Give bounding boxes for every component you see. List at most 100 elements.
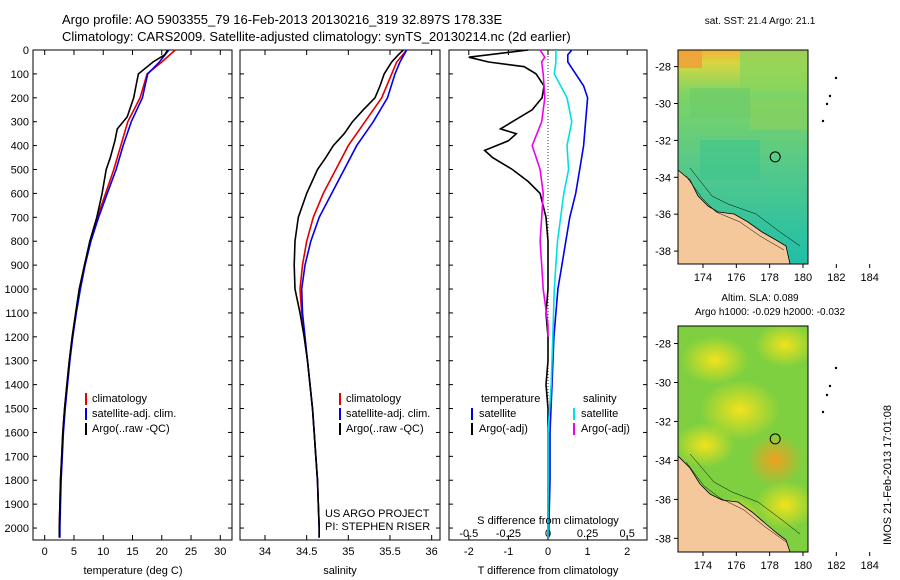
x-tick-label: 5 (71, 546, 77, 558)
depth-tick-label: 200 (11, 93, 29, 105)
sla-map-image (678, 326, 808, 552)
lon-tick-label: 178 (760, 560, 778, 572)
lon-tick-label: 176 (727, 560, 745, 572)
s-difference-axis-label: S difference from climatology (477, 515, 619, 527)
legend-label-argo: Argo(..raw -QC) (346, 423, 424, 435)
salinity-plot: 34 34.5 35 35.5 36 (240, 49, 440, 558)
series-line-satellite-adj-clim- (59, 49, 170, 538)
series-line-temperature-argo-adj- (468, 49, 549, 538)
difference-legend: temperature salinity satellite Argo(-adj… (471, 393, 630, 435)
legend-label-temp-argo: Argo(-adj) (479, 423, 528, 435)
lon-tick-label: 178 (760, 272, 778, 284)
x-tick-label: -2 (464, 546, 474, 558)
credit-pi: PI: STEPHEN RISER (325, 521, 430, 533)
lon-tick-label: 180 (794, 272, 812, 284)
depth-tick-label: 900 (11, 260, 29, 272)
sst-map-image (678, 50, 808, 264)
sla-map-title: Altim. SLA: 0.089 (721, 293, 799, 304)
x-tick-label: 0 (42, 546, 48, 558)
difference-plot: -2 -1 0 1 2-0.5 -0.25 0 0.25 0.5 (449, 49, 647, 558)
lon-tick-label: 182 (827, 560, 845, 572)
legend-label-satellite: satellite-adj. clim. (92, 408, 176, 420)
salinity-panel-frame (239, 49, 441, 541)
legend-title-salinity: salinity (583, 393, 617, 405)
sst-islands (821, 76, 838, 123)
depth-tick-label: 400 (11, 141, 29, 153)
sla-map-subtitle: Argo h1000: -0.029 h2000: -0.032 (695, 307, 846, 318)
sla-islands (821, 366, 838, 414)
header-line-2: Climatology: CARS2009. Satellite-adjuste… (62, 29, 571, 44)
depth-tick-label: 1000 (5, 284, 29, 296)
lon-tick-label: 184 (860, 560, 878, 572)
x-tick-label: 20 (156, 546, 168, 558)
lat-tick-label: -34 (655, 455, 671, 467)
credit-project: US ARGO PROJECT (325, 508, 430, 520)
legend-label-sal-argo: Argo(-adj) (581, 423, 630, 435)
depth-tick-label: 1200 (5, 332, 29, 344)
x-tick-label: 34.5 (296, 546, 317, 558)
depth-tick-label: 1800 (5, 475, 29, 487)
lat-tick-label: -36 (655, 494, 671, 506)
legend-label-satellite: satellite-adj. clim. (346, 408, 430, 420)
sst-map-axes: 174 176 178 180 182 184 -28 -30 -32 -34 -36 -38 (655, 62, 879, 284)
sst-argo-position-marker (769, 151, 781, 163)
lon-tick-label: 174 (694, 560, 712, 572)
legend-label-temp-satellite: satellite (479, 408, 516, 420)
sla-map-axes: 174 176 178 180 182 184 -28 -30 -32 -34 -36 -38 (655, 339, 879, 572)
legend-label-climatology: climatology (92, 393, 148, 405)
lat-tick-label: -28 (655, 62, 671, 74)
legend-label-sal-satellite: satellite (581, 408, 618, 420)
lat-tick-label: -30 (655, 378, 671, 390)
depth-tick-label: 1300 (5, 356, 29, 368)
salinity-axis-label: salinity (323, 565, 357, 577)
lat-tick-label: -36 (655, 209, 671, 221)
temperature-axis-label: temperature (deg C) (83, 565, 182, 577)
depth-tick-label: 0 (23, 45, 29, 57)
temperature-panel-frame (32, 49, 233, 541)
series-line-salinity-argo-adj- (531, 49, 549, 337)
depth-tick-label: 500 (11, 165, 29, 177)
lat-tick-label: -28 (655, 339, 671, 351)
depth-tick-label: 100 (11, 69, 29, 81)
s-tick-label: -0.5 (459, 528, 478, 540)
lat-tick-label: -30 (655, 99, 671, 111)
sla-map-frame (677, 325, 809, 553)
temperature-legend: climatology satellite-adj. clim. Argo(..… (85, 393, 176, 435)
salinity-legend: climatology satellite-adj. clim. Argo(..… (339, 393, 430, 435)
depth-tick-label: 1100 (5, 308, 29, 320)
legend-title-temperature: temperature (481, 393, 540, 405)
x-tick-label: 1 (585, 546, 591, 558)
series-line-climatology (58, 49, 176, 538)
lat-tick-label: -38 (655, 533, 671, 545)
series-line-salinity-satellite (547, 50, 573, 538)
series-line-temperature-satellite (547, 49, 589, 538)
depth-tick-label: 600 (11, 188, 29, 200)
sst-map-frame (677, 49, 809, 265)
lon-tick-label: 174 (694, 272, 712, 284)
lat-tick-label: -32 (655, 416, 671, 428)
lon-tick-label: 180 (794, 560, 812, 572)
s-tick-label: -0.25 (496, 528, 521, 540)
lon-tick-label: 184 (860, 272, 878, 284)
x-tick-label: 2 (624, 546, 630, 558)
lat-tick-label: -34 (655, 172, 671, 184)
x-tick-label: 35.5 (379, 546, 400, 558)
depth-tick-label: 2000 (5, 523, 29, 535)
s-tick-label: 0.25 (577, 528, 598, 540)
depth-tick-label: 1600 (5, 427, 29, 439)
depth-tick-label: 1400 (5, 380, 29, 392)
lat-tick-label: -38 (655, 246, 671, 258)
s-tick-label: 0.5 (620, 528, 635, 540)
depth-tick-label: 300 (11, 117, 29, 129)
depth-tick-label: 1500 (5, 404, 29, 416)
x-tick-label: 25 (185, 546, 197, 558)
x-tick-label: 30 (214, 546, 226, 558)
depth-axis: 0 100 200 300 400 500 600 700 800 900 1000 1100 1200… (5, 45, 29, 535)
depth-tick-label: 800 (11, 236, 29, 248)
x-tick-label: -1 (504, 546, 514, 558)
x-tick-label: 0 (545, 546, 551, 558)
x-tick-label: 15 (126, 546, 138, 558)
header-line-1: Argo profile: AO 5903355_79 16-Feb-2013 … (62, 12, 503, 27)
x-tick-label: 10 (97, 546, 109, 558)
